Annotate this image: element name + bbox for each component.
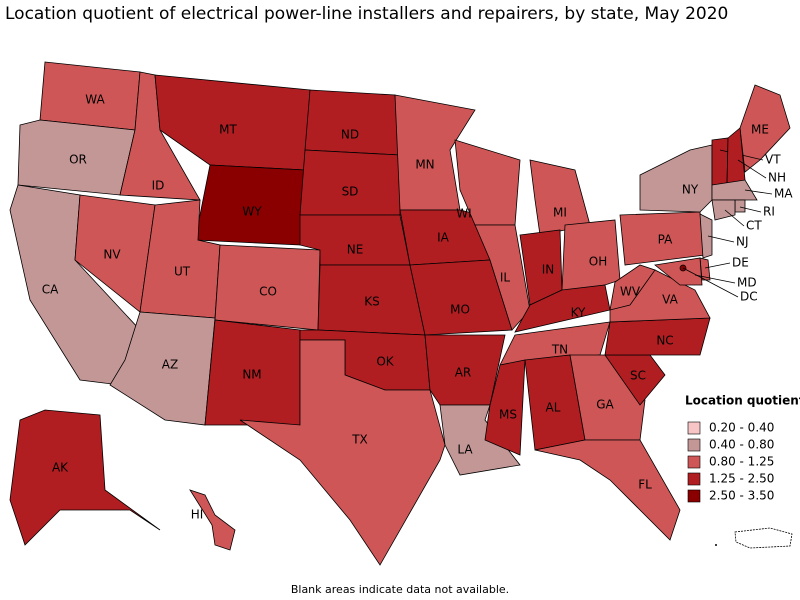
state-label: KS (364, 295, 380, 309)
state-label: NJ (736, 235, 749, 249)
legend-label: 0.20 - 0.40 (709, 421, 774, 435)
legend-label: 2.50 - 3.50 (709, 489, 774, 503)
island (715, 544, 717, 546)
state-label: WV (620, 285, 641, 299)
state (474, 224, 531, 331)
state-label: WY (242, 205, 262, 219)
legend-label: 0.40 - 0.80 (709, 438, 774, 452)
legend-swatch (687, 421, 701, 435)
state-label: OR (69, 153, 87, 167)
state-label: IL (500, 271, 511, 285)
leader-line (744, 189, 773, 195)
legend: 0.20 - 0.40 0.40 - 0.80 0.80 - 1.25 1.25 - … (687, 421, 774, 503)
state-label: AR (455, 366, 472, 380)
footnote: Blank areas indicate data not available. (291, 583, 509, 596)
state-label: UT (174, 265, 191, 279)
state (711, 179, 758, 201)
state-label: KY (571, 306, 586, 320)
state-label: TN (551, 343, 568, 357)
legend-swatch (687, 489, 701, 503)
state-label: FL (638, 478, 652, 492)
state-label: NM (242, 368, 261, 382)
state-label: WA (85, 93, 105, 107)
state (514, 284, 611, 333)
state (239, 339, 446, 566)
state (569, 354, 646, 441)
state-label: MS (499, 408, 517, 422)
states: WA OR CA NV ID MT WY UT CO AZ NM ND SD NE KS OK TX MN IA MO… (9, 61, 793, 566)
state-label: GA (596, 398, 614, 412)
state (394, 94, 476, 211)
state-label: VA (662, 293, 678, 307)
state-label: TX (351, 433, 368, 447)
state-label: OH (589, 255, 607, 269)
leader-line (682, 267, 739, 298)
state-label: VT (765, 153, 781, 167)
state-label: CT (746, 219, 762, 233)
state (711, 199, 736, 221)
legend-title: Location quotient (685, 394, 800, 408)
state-label: PA (658, 233, 673, 247)
state-label: SC (630, 369, 646, 383)
state-label: LA (457, 443, 473, 457)
state-label: SD (342, 185, 359, 199)
state-label: ID (152, 179, 165, 193)
state-label: DC (740, 290, 758, 304)
puerto-rico (734, 527, 793, 549)
state-label: NV (103, 248, 121, 262)
state-label: AK (52, 461, 69, 475)
leader-line (694, 274, 736, 284)
state (609, 264, 656, 311)
state-label: NE (347, 243, 364, 257)
state-label: ND (341, 128, 359, 142)
state (299, 149, 401, 216)
state (711, 137, 729, 186)
state-label: CO (259, 285, 277, 299)
state (109, 311, 216, 426)
leader-line (737, 159, 767, 179)
state-label: RI (763, 205, 775, 219)
state (9, 409, 161, 546)
state (484, 359, 526, 456)
state-label: MD (737, 276, 757, 290)
state-label: AZ (162, 358, 178, 372)
state-label: HI (191, 508, 204, 522)
legend-swatch (687, 438, 701, 452)
state-label: MI (553, 206, 567, 220)
leader-line (739, 206, 762, 213)
state (534, 439, 681, 541)
state (739, 84, 791, 173)
legend-label: 1.25 - 2.50 (709, 472, 774, 486)
state-label: ME (751, 123, 769, 137)
state-label: NY (682, 183, 699, 197)
leader-line (707, 235, 735, 243)
state-label: DE (732, 256, 749, 270)
state-label: IA (437, 231, 450, 245)
legend-swatch (687, 472, 701, 486)
state-label: AL (546, 401, 561, 415)
state-label: MA (774, 187, 793, 201)
state (699, 213, 713, 259)
leader-line (704, 262, 731, 269)
state-label: MN (415, 158, 434, 172)
state (734, 199, 746, 213)
state-label: NC (656, 334, 673, 348)
state-label: IN (542, 263, 555, 277)
state (189, 489, 236, 551)
state-label: MO (450, 303, 470, 317)
state-label: OK (376, 355, 394, 369)
state-label: WI (456, 207, 471, 221)
legend-swatch (687, 455, 701, 469)
state (639, 144, 713, 213)
state-label: MT (219, 123, 237, 137)
map-title: Location quotient of electrical power-li… (5, 4, 728, 24)
state-label: CA (42, 283, 59, 297)
state (304, 89, 401, 156)
state (654, 257, 703, 286)
legend-label: 0.80 - 1.25 (709, 455, 774, 469)
state-label: NH (768, 171, 786, 185)
leader-line (724, 209, 745, 227)
